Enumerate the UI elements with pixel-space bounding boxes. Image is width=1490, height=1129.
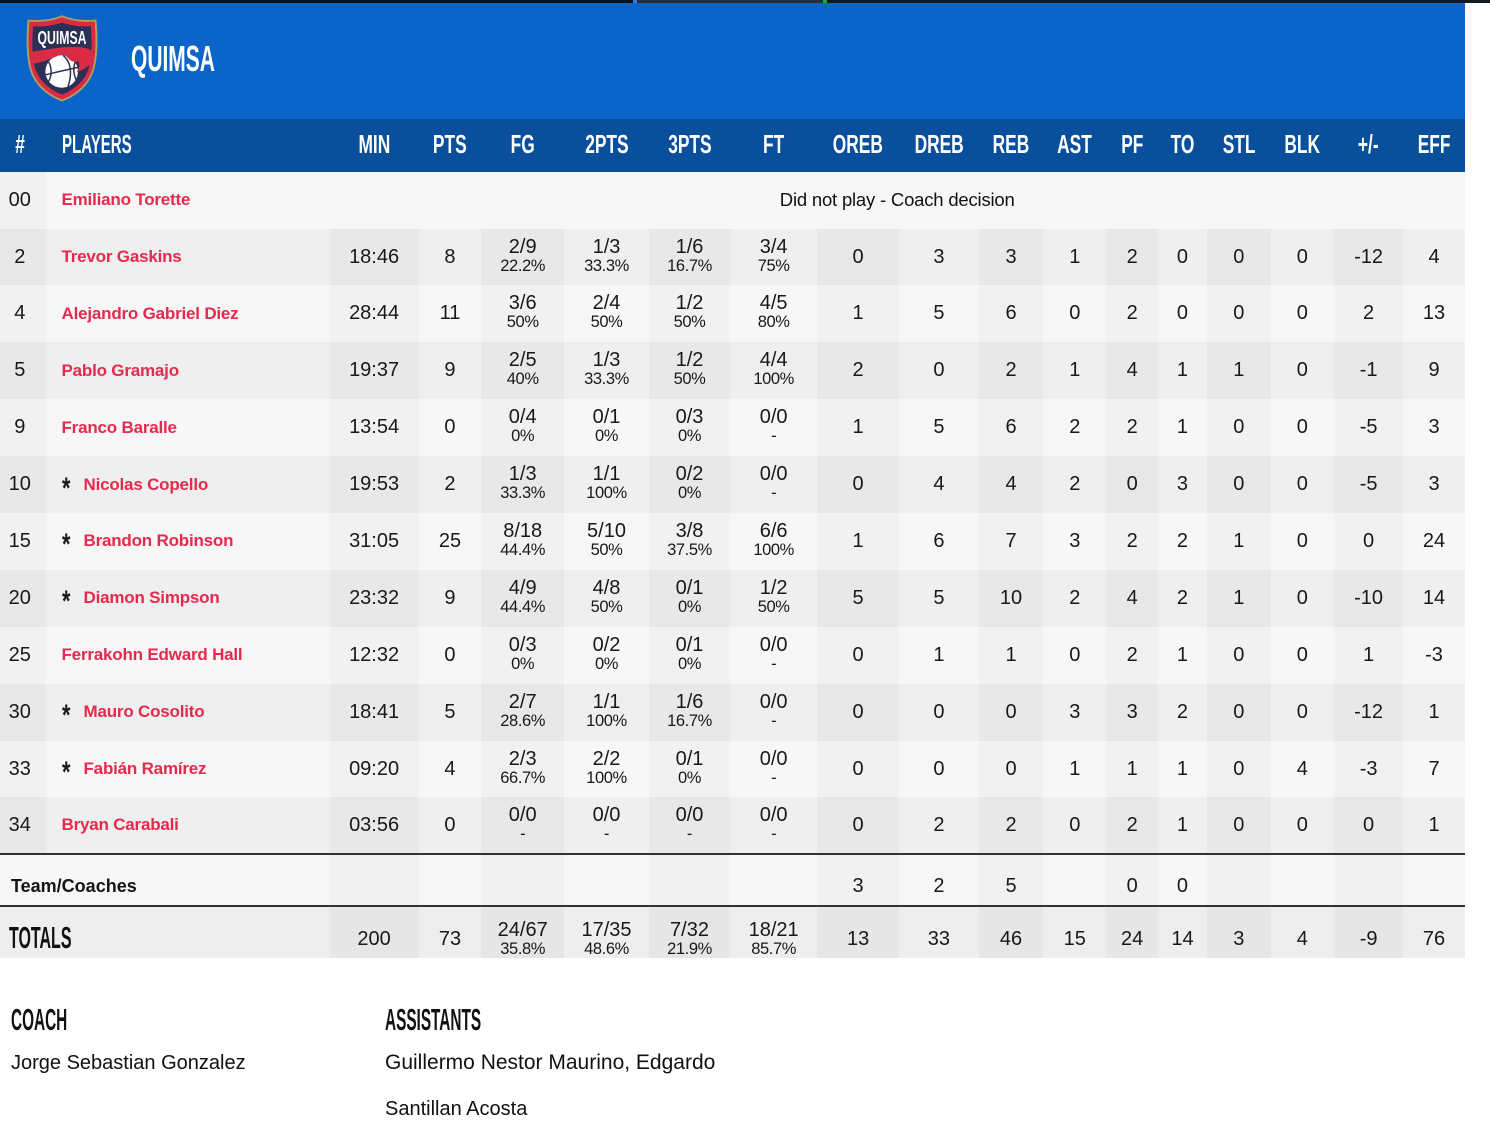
svg-text:QUIMSA: QUIMSA (38, 28, 87, 48)
